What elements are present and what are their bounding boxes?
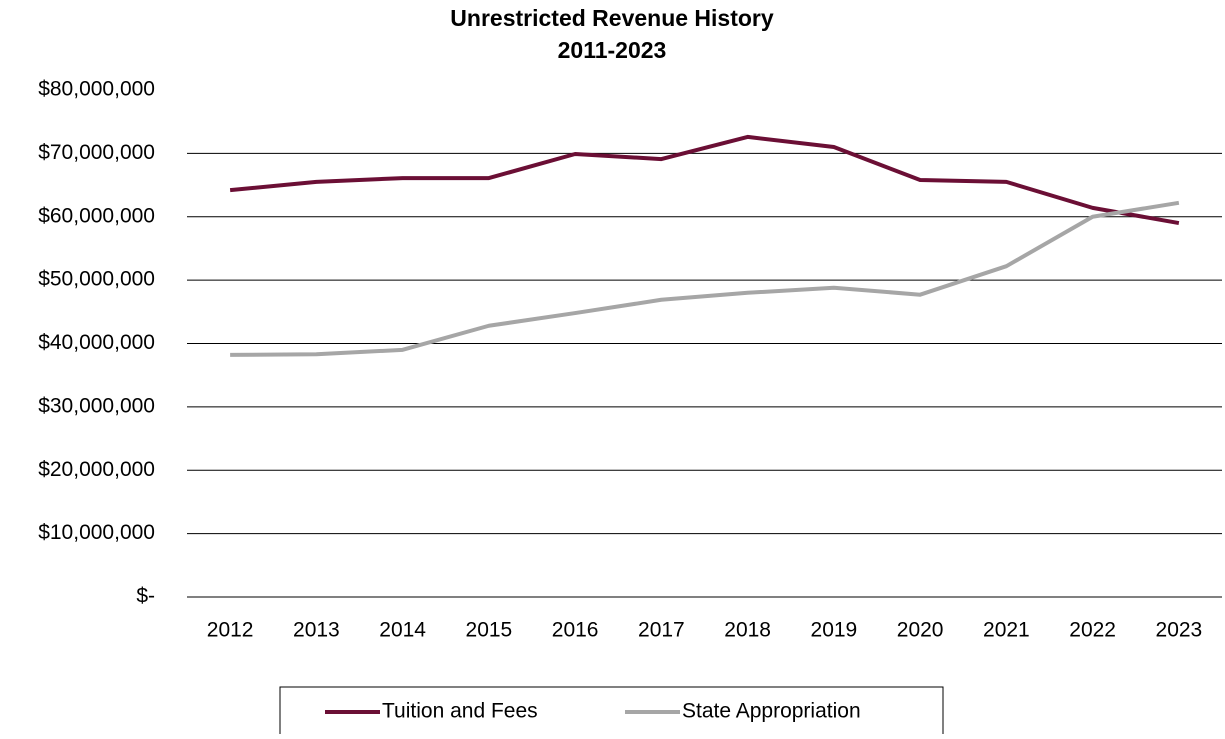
x-tick-label: 2023 [1156,619,1203,642]
chart-subtitle: 2011-2023 [558,37,667,63]
y-tick-label: $10,000,000 [38,521,155,544]
y-tick-label: $60,000,000 [38,204,155,227]
x-tick-label: 2019 [811,619,858,642]
x-tick-label: 2014 [379,619,426,642]
x-tick-label: 2020 [897,619,944,642]
legend-label: State Appropriation [682,700,861,723]
y-tick-label: $30,000,000 [38,394,155,417]
series-line [229,134,1180,226]
x-tick-label: 2016 [552,619,599,642]
y-tick-label: $20,000,000 [38,458,155,481]
y-tick-label: $80,000,000 [38,78,155,101]
legend-box [279,686,944,739]
x-tick-label: 2012 [207,619,254,642]
y-tick-label: $50,000,000 [38,268,155,291]
x-tick-label: 2022 [1069,619,1116,642]
y-tick-label: $70,000,000 [38,141,155,164]
legend-label: Tuition and Fees [382,700,538,723]
x-tick-label: 2013 [293,619,340,642]
series-line [230,200,1180,357]
y-tick-label: $- [136,585,155,608]
y-tick-label: $40,000,000 [38,331,155,354]
x-tick-label: 2017 [638,619,685,642]
x-tick-label: 2015 [466,619,513,642]
x-tick-label: 2018 [724,619,771,642]
x-tick-label: 2021 [983,619,1030,642]
chart-title: Unrestricted Revenue History [450,5,774,31]
